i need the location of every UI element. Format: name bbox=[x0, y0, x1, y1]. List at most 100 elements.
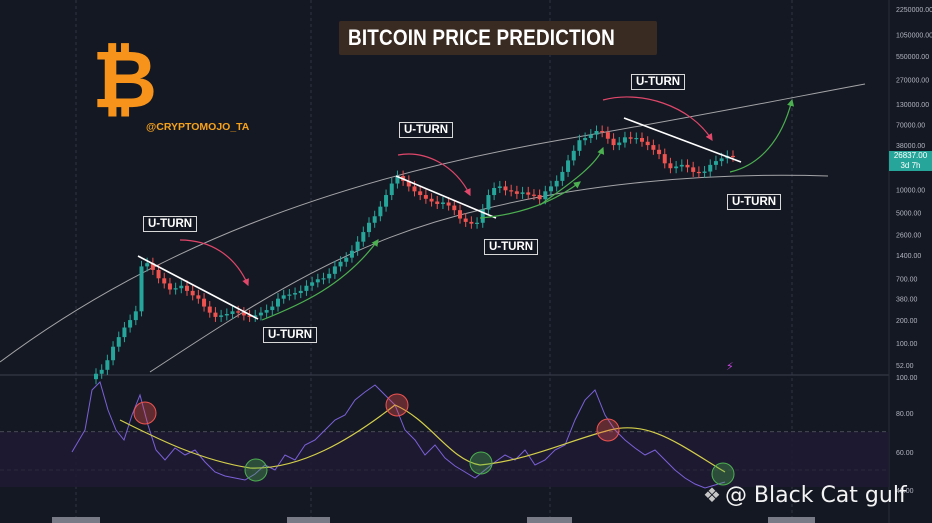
uturn-label-6: U-TURN bbox=[727, 194, 782, 210]
candle-body bbox=[258, 312, 263, 316]
candle-body bbox=[640, 138, 644, 142]
time-range-handle bbox=[768, 517, 815, 523]
candle-body bbox=[372, 216, 377, 223]
candle-body bbox=[293, 293, 298, 295]
candle-body bbox=[452, 205, 457, 211]
candle-body bbox=[185, 285, 189, 291]
watermark-text: @ Black Cat gulf bbox=[724, 483, 907, 508]
bar-countdown: 3d 7h bbox=[900, 161, 921, 170]
candle-body bbox=[605, 132, 610, 139]
candle-body bbox=[355, 241, 360, 251]
trendlines bbox=[137, 117, 742, 320]
candle-body bbox=[287, 294, 292, 296]
candle-body bbox=[105, 360, 110, 370]
candle-body bbox=[435, 201, 440, 204]
candle-body bbox=[224, 313, 229, 316]
candle-body bbox=[691, 167, 696, 172]
candle-body bbox=[276, 298, 280, 307]
price-axis-label: 380.00 bbox=[896, 297, 918, 304]
candle-body bbox=[429, 198, 434, 202]
candle-body bbox=[486, 195, 491, 210]
price-axis-label: 38000.00 bbox=[896, 143, 925, 150]
candle-body bbox=[475, 222, 480, 224]
uturn-label-2: U-TURN bbox=[263, 327, 318, 343]
rsi-line bbox=[71, 381, 726, 489]
rsi-axis: 100.00 80.00 60.00 40.00 bbox=[896, 375, 918, 495]
rsi-oversold-marker bbox=[244, 458, 268, 482]
price-axis-label: 550000.00 bbox=[896, 54, 929, 61]
candle-body bbox=[571, 150, 576, 161]
candle-body bbox=[531, 194, 536, 196]
candle-body bbox=[549, 186, 553, 192]
candle-body bbox=[207, 306, 212, 313]
title-banner: BITCOIN PRICE PREDICTION bbox=[339, 21, 657, 55]
candle-body bbox=[611, 138, 616, 146]
candle-body bbox=[458, 210, 462, 219]
candle-body bbox=[128, 320, 133, 328]
candle-body bbox=[651, 145, 656, 150]
candle-body bbox=[190, 290, 195, 296]
rsi-moving-average bbox=[119, 404, 726, 473]
binance-icon: ❖ bbox=[703, 483, 721, 507]
candle-body bbox=[685, 164, 690, 168]
chart-title: BITCOIN PRICE PREDICTION bbox=[348, 25, 615, 50]
time-scrollbar[interactable] bbox=[52, 517, 815, 523]
rsi-axis-label: 80.00 bbox=[896, 411, 914, 418]
candle-body bbox=[543, 191, 548, 200]
candle-body bbox=[264, 310, 269, 313]
candle-body bbox=[156, 269, 161, 279]
price-axis-label: 700.00 bbox=[896, 276, 918, 283]
downtrend-line-2 bbox=[395, 175, 497, 219]
price-axis-label: 1050000.00 bbox=[896, 32, 932, 39]
rsi-axis-label: 40.00 bbox=[896, 488, 914, 495]
candle-body bbox=[674, 166, 679, 169]
last-price-tag: 26837.00 3d 7h bbox=[889, 151, 932, 171]
candle-body bbox=[270, 306, 275, 311]
candle-body bbox=[412, 186, 417, 192]
candle-body bbox=[395, 176, 400, 184]
candle-body bbox=[719, 158, 724, 162]
candle-body bbox=[708, 164, 713, 172]
green-uturn-arrow bbox=[261, 239, 379, 321]
candle-body bbox=[361, 232, 366, 242]
bitcoin-logo-icon: ₿ bbox=[92, 33, 158, 126]
price-axis-label: 270000.00 bbox=[896, 78, 929, 85]
candles bbox=[94, 125, 735, 385]
candle-body bbox=[122, 327, 127, 338]
alert-icon: ⚡ bbox=[726, 360, 734, 373]
candle-body bbox=[537, 195, 542, 200]
rsi-axis-label: 60.00 bbox=[896, 450, 914, 457]
uturn-label-5: U-TURN bbox=[631, 74, 686, 90]
candle-body bbox=[509, 190, 514, 192]
price-axis-label: 200.00 bbox=[896, 318, 918, 325]
candle-body bbox=[315, 279, 320, 283]
downtrend-line-3 bbox=[623, 117, 742, 163]
candle-body bbox=[338, 261, 343, 267]
candle-body bbox=[702, 171, 707, 173]
candle-body bbox=[332, 266, 337, 274]
rsi-overbought-marker bbox=[385, 393, 409, 417]
downtrend-line-1 bbox=[137, 255, 259, 320]
time-range-handle bbox=[52, 517, 100, 523]
candle-body bbox=[139, 266, 144, 312]
candle-body bbox=[497, 186, 502, 188]
candle-body bbox=[298, 290, 303, 294]
candle-body bbox=[253, 315, 258, 317]
candle-body bbox=[167, 283, 172, 290]
candle-body bbox=[514, 191, 519, 194]
rsi-axis-label: 100.00 bbox=[896, 375, 918, 382]
candle-body bbox=[99, 369, 104, 374]
candle-body bbox=[583, 138, 588, 141]
candle-body bbox=[281, 295, 286, 299]
price-axis-label: 70000.00 bbox=[896, 123, 925, 130]
candle-body bbox=[344, 257, 349, 262]
uturn-label-3: U-TURN bbox=[399, 122, 454, 138]
red-uturn-arrow bbox=[602, 96, 713, 142]
candle-body bbox=[526, 192, 531, 195]
candle-body bbox=[230, 311, 235, 314]
candle-body bbox=[219, 315, 224, 317]
price-axis-label: 5000.00 bbox=[896, 211, 921, 218]
price-axis-label: 100.00 bbox=[896, 341, 918, 348]
candle-body bbox=[133, 311, 138, 321]
candle-body bbox=[116, 337, 121, 347]
